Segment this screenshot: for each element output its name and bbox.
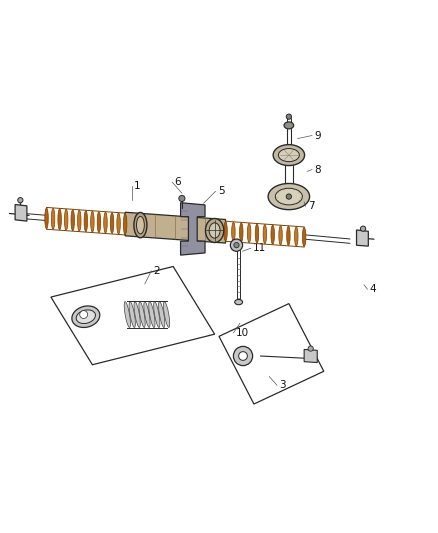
Ellipse shape	[80, 311, 88, 318]
Ellipse shape	[104, 212, 107, 233]
Ellipse shape	[286, 194, 291, 199]
Ellipse shape	[58, 209, 61, 230]
Circle shape	[230, 239, 243, 251]
Ellipse shape	[137, 216, 145, 234]
Ellipse shape	[302, 228, 306, 247]
Ellipse shape	[124, 214, 127, 235]
Ellipse shape	[279, 225, 283, 245]
Polygon shape	[180, 203, 205, 255]
Ellipse shape	[255, 224, 259, 243]
Ellipse shape	[110, 213, 114, 233]
Polygon shape	[15, 205, 27, 221]
Text: 2: 2	[153, 266, 160, 276]
Ellipse shape	[51, 208, 55, 229]
Ellipse shape	[71, 210, 74, 231]
Text: 11: 11	[253, 243, 266, 253]
Text: 10: 10	[236, 328, 249, 338]
Text: 3: 3	[279, 380, 286, 390]
Ellipse shape	[294, 227, 298, 246]
Text: 4: 4	[370, 284, 376, 294]
Circle shape	[308, 346, 313, 351]
Text: 9: 9	[314, 131, 321, 141]
Polygon shape	[357, 230, 368, 246]
Circle shape	[286, 114, 291, 119]
Ellipse shape	[240, 223, 243, 242]
Ellipse shape	[163, 302, 170, 327]
Ellipse shape	[149, 302, 155, 327]
Text: 7: 7	[307, 201, 314, 211]
Ellipse shape	[129, 302, 135, 327]
Circle shape	[179, 196, 185, 201]
Ellipse shape	[134, 302, 140, 327]
Ellipse shape	[134, 213, 147, 238]
Ellipse shape	[97, 212, 101, 232]
Ellipse shape	[284, 122, 293, 129]
Ellipse shape	[124, 302, 131, 327]
Ellipse shape	[205, 219, 224, 243]
Ellipse shape	[224, 222, 227, 241]
Circle shape	[18, 198, 23, 203]
Ellipse shape	[235, 300, 243, 305]
Text: 8: 8	[314, 165, 321, 175]
Text: 6: 6	[174, 177, 181, 187]
Ellipse shape	[271, 225, 275, 244]
Ellipse shape	[232, 222, 235, 241]
Ellipse shape	[84, 211, 88, 232]
Ellipse shape	[72, 306, 100, 327]
Ellipse shape	[45, 208, 48, 229]
Ellipse shape	[76, 310, 95, 324]
Polygon shape	[304, 350, 317, 362]
Circle shape	[234, 243, 239, 248]
Circle shape	[360, 226, 366, 231]
Circle shape	[239, 352, 247, 360]
Text: 5: 5	[218, 187, 224, 196]
Ellipse shape	[144, 302, 150, 327]
Ellipse shape	[273, 144, 304, 166]
Ellipse shape	[276, 188, 302, 205]
Ellipse shape	[117, 213, 120, 234]
Ellipse shape	[247, 223, 251, 243]
Circle shape	[233, 346, 253, 366]
Ellipse shape	[159, 302, 165, 327]
Ellipse shape	[139, 302, 145, 327]
Ellipse shape	[209, 223, 220, 238]
Ellipse shape	[64, 209, 68, 230]
Text: 1: 1	[134, 181, 141, 191]
Polygon shape	[125, 212, 226, 243]
Ellipse shape	[91, 211, 94, 232]
Ellipse shape	[154, 302, 160, 327]
Ellipse shape	[268, 183, 310, 209]
Ellipse shape	[78, 210, 81, 231]
Ellipse shape	[287, 226, 290, 245]
Ellipse shape	[263, 224, 267, 244]
Ellipse shape	[279, 149, 299, 161]
